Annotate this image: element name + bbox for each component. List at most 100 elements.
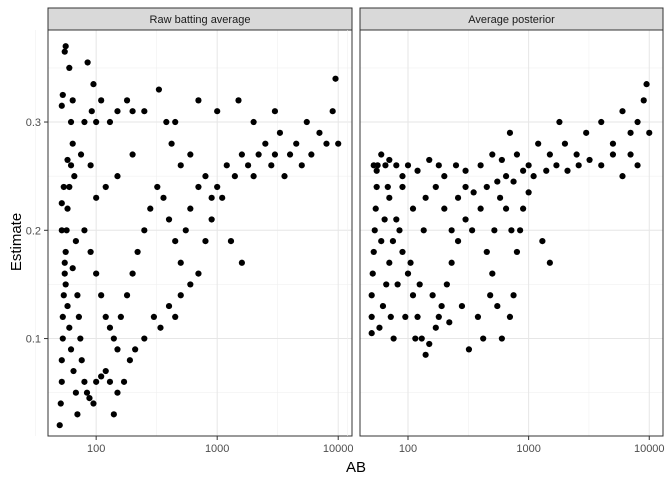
data-point — [129, 151, 136, 158]
data-point — [293, 140, 300, 147]
data-point — [517, 227, 524, 234]
data-point — [332, 75, 339, 82]
data-point — [231, 173, 238, 180]
data-point — [448, 227, 455, 234]
data-point — [98, 97, 105, 104]
x-axis-title: AB — [346, 459, 366, 476]
data-point — [510, 292, 517, 299]
data-point — [172, 238, 179, 245]
data-point — [393, 162, 400, 169]
data-point — [491, 227, 498, 234]
data-point — [477, 205, 484, 212]
data-point — [370, 248, 377, 256]
data-point — [308, 151, 315, 158]
data-point — [66, 183, 73, 191]
data-point — [114, 389, 121, 396]
data-point — [378, 151, 385, 158]
data-point — [202, 238, 209, 245]
data-point — [88, 108, 95, 115]
data-point — [598, 162, 605, 169]
data-point — [64, 302, 71, 310]
data-point — [393, 216, 400, 223]
data-point — [329, 108, 336, 115]
data-point — [530, 173, 537, 180]
data-point — [404, 162, 412, 169]
data-point — [422, 194, 429, 201]
data-point — [106, 378, 114, 385]
data-point — [627, 151, 634, 158]
data-point — [426, 156, 433, 164]
data-point — [513, 151, 521, 158]
data-point — [93, 378, 100, 385]
data-point — [561, 140, 569, 147]
data-point — [93, 270, 100, 277]
panel-1: Raw batting average 100 1000 10000 0.1 0.2 0.3 — [26, 7, 354, 455]
data-point — [276, 129, 284, 136]
data-point — [583, 129, 590, 136]
data-point — [141, 227, 148, 234]
data-point — [506, 313, 514, 321]
data-point — [157, 324, 164, 331]
data-point — [187, 281, 194, 288]
data-point — [441, 205, 448, 212]
data-point — [412, 335, 419, 342]
data-point — [381, 216, 388, 223]
data-point — [386, 259, 393, 266]
data-point — [438, 302, 445, 310]
data-point — [81, 118, 88, 126]
panel-background — [48, 30, 352, 436]
data-point — [250, 118, 257, 126]
data-point — [378, 238, 385, 245]
data-point — [114, 108, 121, 115]
data-point — [69, 140, 76, 147]
data-point — [502, 173, 510, 180]
data-point — [525, 162, 532, 169]
data-point — [470, 189, 477, 196]
data-point — [202, 173, 209, 180]
data-point — [59, 335, 66, 342]
data-point — [56, 422, 63, 429]
data-point — [382, 162, 389, 169]
data-point — [58, 200, 65, 207]
data-point — [219, 194, 226, 201]
data-point — [147, 205, 154, 212]
data-point — [182, 227, 189, 234]
data-point — [141, 335, 148, 342]
data-point — [58, 357, 65, 364]
data-point — [77, 335, 84, 342]
data-point — [416, 281, 423, 288]
data-point — [303, 118, 310, 126]
data-point — [141, 108, 148, 115]
data-point — [93, 194, 100, 201]
data-point — [458, 302, 466, 310]
data-point — [422, 351, 429, 358]
data-point — [66, 64, 73, 71]
data-point — [77, 151, 85, 158]
data-point — [106, 324, 114, 331]
data-point — [66, 324, 73, 331]
y-tick-label: 0.2 — [26, 225, 41, 237]
data-point — [462, 167, 469, 174]
facet-strip-label: Average posterior — [468, 14, 555, 26]
data-point — [368, 292, 375, 299]
data-point — [525, 189, 532, 196]
data-point — [195, 97, 202, 104]
data-point — [369, 270, 376, 277]
data-point — [494, 302, 501, 310]
data-point — [373, 183, 380, 191]
data-point — [513, 248, 521, 256]
data-point — [110, 411, 117, 418]
data-point — [106, 118, 114, 126]
data-point — [448, 259, 455, 266]
data-point — [195, 183, 202, 191]
data-point — [165, 216, 173, 223]
data-point — [86, 395, 93, 402]
facet-strip-label: Raw batting average — [150, 14, 251, 26]
data-point — [435, 162, 442, 169]
data-point — [643, 81, 650, 88]
data-point — [573, 151, 580, 158]
data-point — [420, 227, 427, 234]
x-tick-label: 100 — [399, 443, 417, 455]
data-point — [268, 162, 275, 169]
data-point — [87, 248, 94, 256]
